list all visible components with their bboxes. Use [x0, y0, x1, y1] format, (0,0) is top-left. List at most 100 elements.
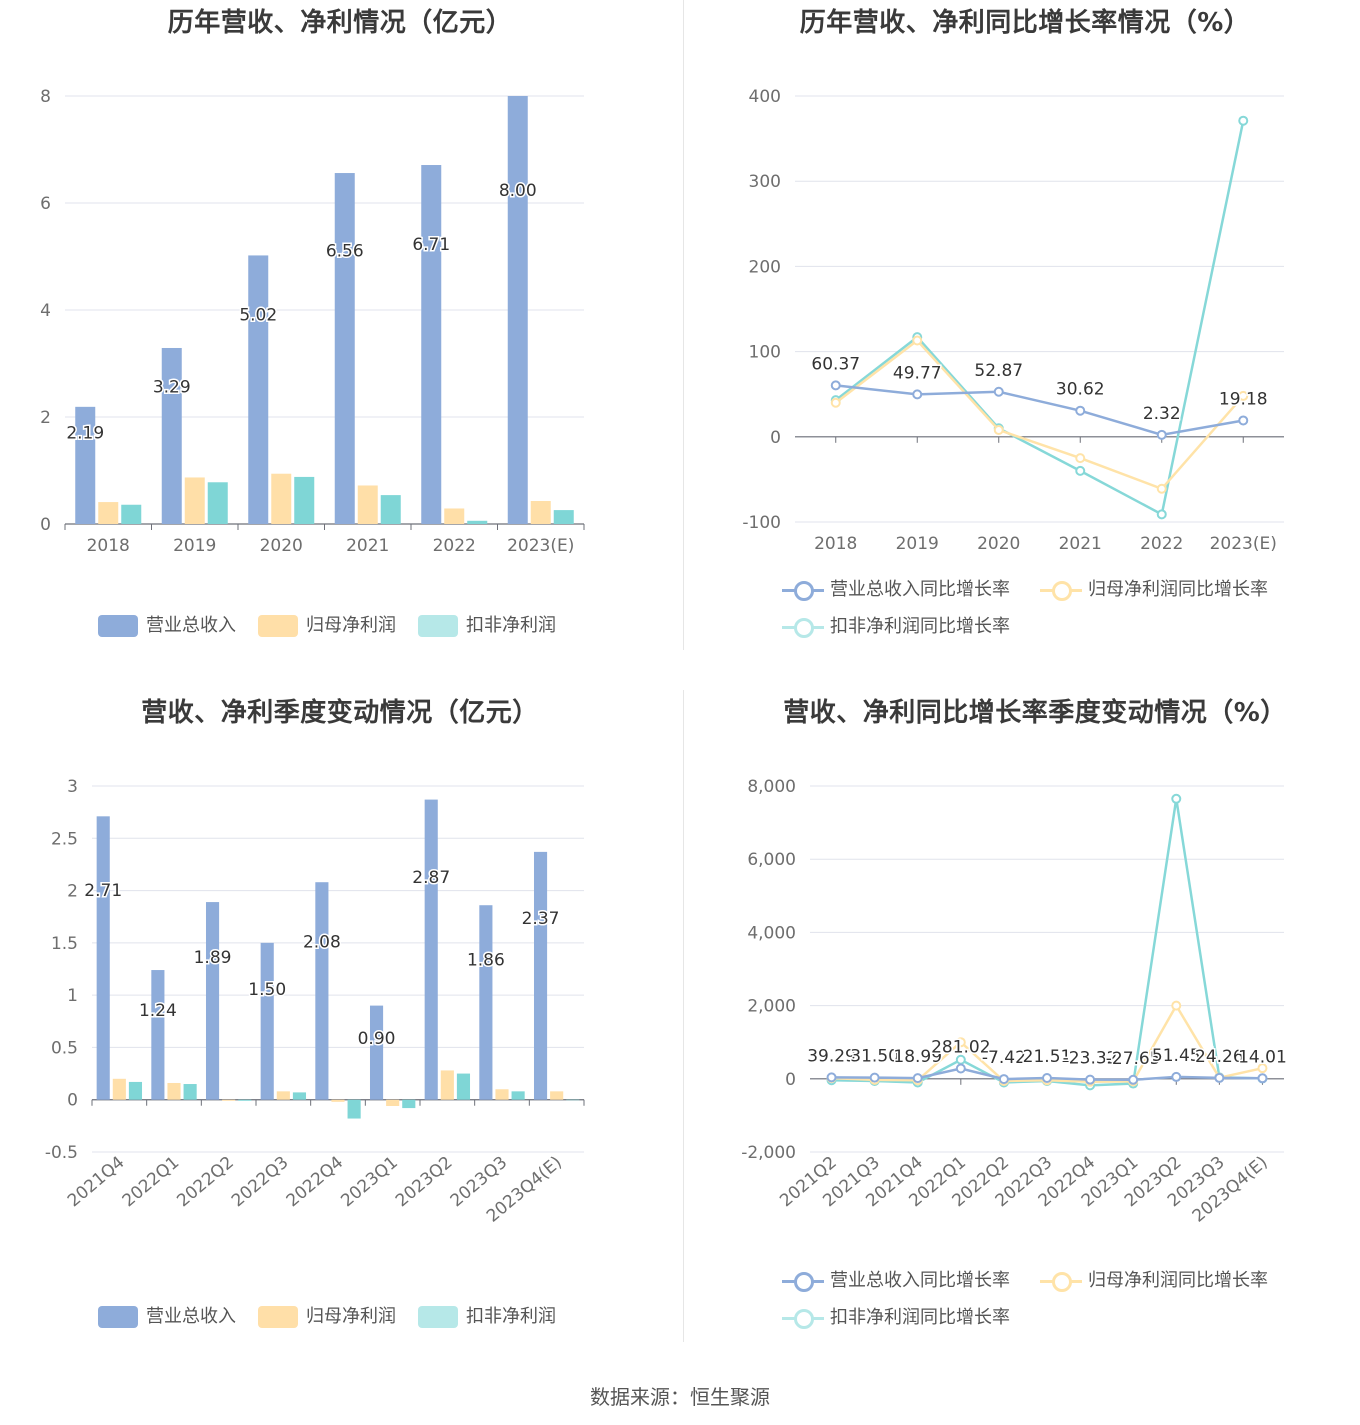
bar [357, 485, 378, 524]
data-point [912, 335, 923, 346]
legend-item-revenue-growth[interactable]: 营业总收入同比增长率 [782, 578, 1010, 602]
x-tick-label: 2023(E) [507, 536, 574, 556]
bar [495, 1089, 509, 1100]
legend-item-deducted-profit[interactable]: 扣非净利润 [418, 614, 556, 638]
data-point [955, 1063, 966, 1074]
data-point [1075, 453, 1086, 464]
bar [112, 1078, 126, 1100]
data-label: 2.87 [412, 868, 450, 888]
data-label: 52.87 [974, 361, 1023, 381]
y-tick-label: 0 [40, 515, 51, 535]
data-label: 281.02 [931, 1038, 990, 1058]
bar [75, 406, 96, 524]
legend-swatch [418, 1306, 458, 1328]
bar [402, 1099, 416, 1109]
data-point [1257, 1073, 1268, 1084]
series-line [835, 384, 1244, 437]
x-tick-label: 2022Q3 [228, 1153, 293, 1212]
y-tick-label: -100 [742, 513, 781, 533]
y-tick-label: 6,000 [747, 850, 796, 870]
legend-item-revenue[interactable]: 营业总收入 [98, 1305, 236, 1329]
legend-label: 营业总收入同比增长率 [830, 579, 1010, 600]
data-point [826, 1072, 837, 1083]
chart-title: 历年营收、净利同比增长率情况（%） [799, 8, 1251, 38]
chart-title: 历年营收、净利情况（亿元） [167, 8, 513, 38]
legend-item-deducted-profit[interactable]: 扣非净利润 [418, 1305, 556, 1329]
bar [271, 473, 292, 524]
data-label: 2.19 [66, 424, 104, 444]
legend-swatch [418, 615, 458, 637]
legend-item-net-profit[interactable]: 归母净利润 [258, 614, 396, 638]
legend-label: 归母净利润同比增长率 [1088, 1270, 1268, 1291]
data-label: 5.02 [239, 306, 277, 326]
bar [331, 1099, 345, 1102]
data-point [830, 397, 841, 408]
x-tick-label: 2020 [260, 536, 303, 556]
data-point [1238, 390, 1249, 401]
x-tick-label: 2021 [1059, 534, 1102, 554]
data-label: -7.42 [982, 1048, 1026, 1068]
x-tick-label: 2018 [814, 534, 857, 554]
divider-top [683, 0, 684, 650]
bar [424, 799, 438, 1100]
bar [167, 1082, 181, 1100]
series-line [834, 338, 1245, 491]
data-point [912, 389, 923, 400]
data-label: 24.26 [1195, 1047, 1244, 1067]
bar [151, 970, 165, 1100]
legend-item-revenue[interactable]: 营业总收入 [98, 614, 236, 638]
data-label: 60.37 [811, 354, 860, 374]
bar [421, 165, 442, 524]
data-point [1085, 1074, 1096, 1085]
y-tick-label: 300 [749, 172, 781, 192]
data-point [1128, 1074, 1139, 1085]
legend-item-net-profit[interactable]: 归母净利润 [258, 1305, 396, 1329]
x-tick-label: 2021 [346, 536, 389, 556]
legend-item-net-profit-growth[interactable]: 归母净利润同比增长率 [1040, 578, 1268, 602]
annual-revenue-profit-chart: 历年营收、净利情况（亿元） 0 2 4 6 8 2018 2019 2020 2021 2022 2… [0, 0, 680, 690]
x-tick-label: 2019 [173, 536, 216, 556]
data-label: 6.71 [412, 235, 450, 255]
y-tick-label: 100 [749, 343, 781, 363]
bar [121, 504, 142, 524]
bar [248, 255, 269, 524]
legend-swatch [98, 1306, 138, 1328]
x-tick-label: 2019 [896, 534, 939, 554]
y-tick-label: 0 [770, 428, 781, 448]
y-tick-label: 1.5 [51, 934, 78, 954]
y-tick-label: 8 [40, 87, 51, 107]
bar [507, 96, 528, 524]
y-tick-label: 2.5 [51, 829, 78, 849]
bar [184, 477, 205, 524]
data-point [830, 380, 841, 391]
y-tick-label: -0.5 [45, 1143, 78, 1163]
y-tick-label: 8,000 [747, 777, 796, 797]
data-label: 18.99 [893, 1047, 942, 1067]
legend-item-deducted-profit-growth[interactable]: 扣非净利润同比增长率 [782, 615, 1010, 639]
legend-item-net-profit-growth[interactable]: 归母净利润同比增长率 [1040, 1269, 1268, 1293]
data-label: 1.86 [467, 951, 505, 971]
legend-label: 扣非净利润 [466, 1306, 556, 1327]
chart-plot: -2,00002,0004,0006,0008,0002021Q22021Q32… [741, 777, 1288, 1227]
bar [530, 500, 551, 524]
y-tick-label: 3 [67, 777, 78, 797]
y-tick-label: 0.5 [51, 1038, 78, 1058]
bar [292, 1092, 307, 1100]
data-source: 数据来源：恒生聚源 [590, 1385, 770, 1409]
bar [386, 1099, 400, 1106]
legend-item-revenue-growth[interactable]: 营业总收入同比增长率 [782, 1269, 1010, 1293]
chart-plot: -100 0 100 200 300 400 2018 2019 2020 2021 2022 202… [742, 87, 1284, 554]
bar [238, 1099, 252, 1101]
x-tick-label: 2022 [1140, 534, 1183, 554]
data-label: 30.62 [1056, 380, 1105, 400]
legend-item-deducted-profit-growth[interactable]: 扣非净利润同比增长率 [782, 1306, 1010, 1330]
chart-title: 营收、净利季度变动情况（亿元） [141, 698, 539, 728]
series-line [834, 120, 1245, 517]
bar [96, 816, 110, 1100]
data-point [1238, 415, 1249, 426]
data-label: 2.08 [303, 933, 341, 953]
data-label: -23.32 [1063, 1049, 1118, 1069]
bar [260, 942, 274, 1100]
data-point [993, 424, 1004, 435]
bar [440, 1070, 454, 1100]
